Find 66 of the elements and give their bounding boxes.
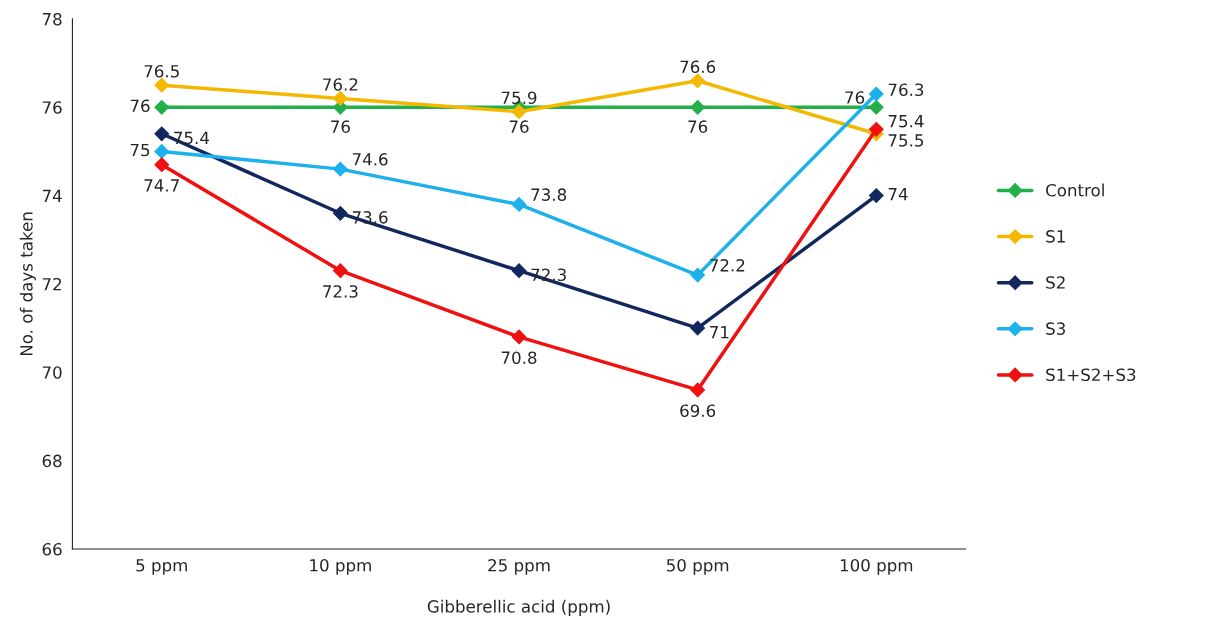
data-label: 76 <box>331 120 350 133</box>
legend-label: Control <box>1046 183 1104 197</box>
point <box>154 126 170 142</box>
legend-label: S1 <box>1046 230 1065 243</box>
y-tick-label: 70 <box>42 366 62 379</box>
point <box>690 73 706 89</box>
point <box>868 121 884 137</box>
y-tick-label: 72 <box>42 277 62 291</box>
legend-label: S2 <box>1046 276 1065 289</box>
data-label: 72.3 <box>323 285 358 298</box>
data-label: 75.4 <box>174 131 210 145</box>
point <box>868 188 884 203</box>
y-tick-label: 74 <box>42 189 62 202</box>
point <box>690 320 706 336</box>
data-label: 75.4 <box>888 115 924 128</box>
y-tick-label: 76 <box>42 101 62 114</box>
data-label: 74 <box>888 188 908 201</box>
data-label: 76.5 <box>144 64 179 78</box>
data-label: 75 <box>130 143 150 157</box>
x-tick-label: 50 ppm <box>666 558 729 575</box>
x-tick-label: 100 ppm <box>840 558 913 575</box>
data-label: 70.8 <box>501 351 537 365</box>
data-label: 76 <box>688 120 708 133</box>
data-label: 76.3 <box>888 83 924 97</box>
data-label: 76 <box>845 91 865 104</box>
data-label: 76.2 <box>323 78 358 91</box>
data-label: 72.2 <box>710 259 745 272</box>
data-label: 76 <box>130 99 150 113</box>
data-label: 76.6 <box>680 60 716 74</box>
data-label: 75.9 <box>501 91 537 105</box>
legend-label: S3 <box>1046 322 1065 335</box>
data-label: 74.7 <box>144 179 179 192</box>
point <box>690 267 706 283</box>
legend-label: S1+S2+S3 <box>1046 368 1136 382</box>
point <box>511 104 527 120</box>
point <box>332 263 348 279</box>
data-label: 73.6 <box>352 211 388 224</box>
point <box>332 205 348 221</box>
x-tick-label: 5 ppm <box>136 559 187 575</box>
point <box>511 263 527 279</box>
point <box>690 99 706 115</box>
data-label: 72.3 <box>531 268 566 282</box>
point <box>154 99 170 115</box>
data-label: 71 <box>710 326 729 339</box>
x-tick-label: 25 ppm <box>488 558 550 575</box>
point <box>154 157 170 173</box>
point <box>511 197 527 212</box>
y-tick-label: 78 <box>42 12 62 26</box>
point <box>868 86 884 102</box>
x-tick-label: 10 ppm <box>310 558 371 575</box>
data-label: 74.6 <box>352 153 388 166</box>
point <box>154 77 170 93</box>
point <box>332 91 348 106</box>
y-axis-title: No. of days taken <box>19 212 36 356</box>
x-axis-title: Gibberellic acid (ppm) <box>427 599 610 616</box>
data-label: 73.8 <box>531 188 567 201</box>
point <box>154 144 170 159</box>
data-label: 76 <box>509 120 529 133</box>
y-tick-label: 66 <box>42 542 62 556</box>
data-label: 75.5 <box>888 134 924 147</box>
point <box>511 329 527 345</box>
y-tick-label: 68 <box>42 454 62 468</box>
point <box>690 382 706 398</box>
point <box>332 161 348 177</box>
point <box>868 99 884 115</box>
data-label: 69.6 <box>680 404 716 418</box>
